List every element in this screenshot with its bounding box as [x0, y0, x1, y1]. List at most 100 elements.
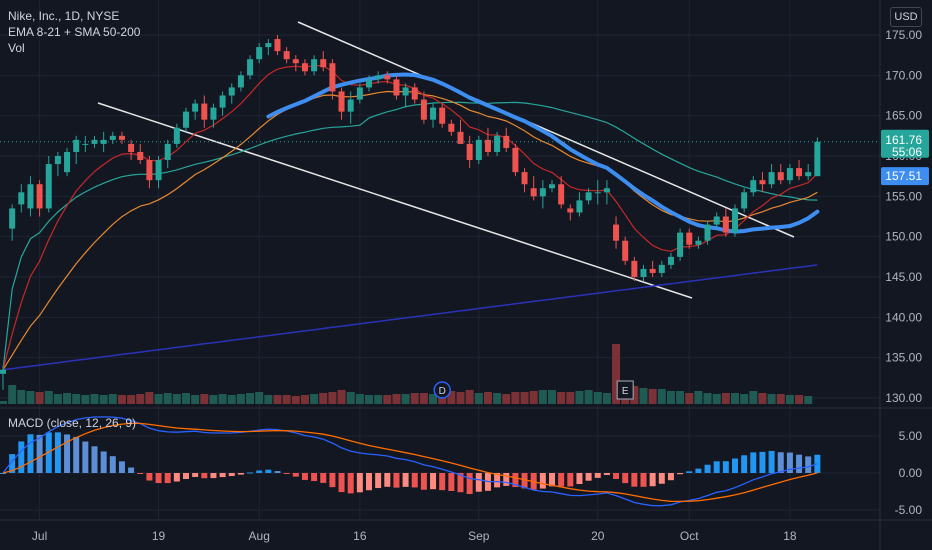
- volume-bar: [136, 394, 145, 404]
- macd-tick-label: 0.00: [899, 466, 923, 480]
- macd-histogram-bar: [658, 473, 665, 484]
- macd-histogram-bar: [210, 473, 217, 479]
- macd-histogram-bar: [466, 473, 473, 494]
- volume-bar: [246, 393, 255, 404]
- candle-body: [137, 151, 144, 161]
- macd-histogram-bar: [137, 473, 144, 474]
- macd-histogram-bar: [329, 473, 336, 488]
- volume-bar: [90, 394, 99, 404]
- symbol-title[interactable]: Nike, Inc., 1D, NYSE: [8, 9, 120, 23]
- volume-bar: [483, 392, 492, 404]
- volume-bar: [392, 394, 401, 404]
- macd-histogram-bar: [173, 473, 180, 482]
- volume-bar: [310, 394, 319, 404]
- volume-bar: [612, 344, 621, 404]
- volume-label[interactable]: Vol: [8, 41, 25, 55]
- volume-bar: [401, 394, 410, 404]
- candle-body: [640, 268, 647, 277]
- candle-body: [82, 143, 89, 145]
- macd-histogram-bar: [128, 467, 135, 473]
- earnings-marker-label: E: [622, 386, 629, 397]
- macd-histogram-bar: [512, 473, 519, 488]
- volume-bar: [374, 395, 383, 404]
- macd-histogram-bar: [741, 455, 748, 473]
- candle-body: [521, 172, 528, 185]
- macd-histogram-bar: [796, 454, 803, 473]
- macd-histogram-bar: [503, 473, 510, 486]
- candle-body: [228, 87, 235, 96]
- volume-bar: [493, 393, 502, 404]
- macd-histogram-bar: [301, 473, 308, 480]
- volume-bar: [236, 394, 245, 404]
- macd-histogram-bar: [347, 473, 354, 494]
- candle-body: [777, 172, 784, 181]
- volume-bar: [273, 395, 282, 404]
- macd-legend[interactable]: MACD (close, 12, 26, 9): [8, 416, 137, 430]
- dividend-marker-label: D: [439, 386, 446, 397]
- volume-bar: [429, 394, 438, 404]
- macd-histogram-bar: [667, 473, 674, 481]
- volume-bar: [676, 391, 685, 404]
- volume-bar: [712, 394, 721, 404]
- indicator-label[interactable]: EMA 8-21 + SMA 50-200: [8, 25, 141, 39]
- candle-body: [393, 79, 400, 96]
- ma-price-badge: [881, 167, 929, 186]
- volume-bar: [17, 390, 26, 404]
- time-tick-label: 20: [591, 529, 605, 543]
- volume-bar: [520, 392, 529, 404]
- volume-bar: [804, 396, 813, 404]
- candle-body: [0, 369, 6, 374]
- volume-bar: [355, 394, 364, 404]
- volume-bar: [548, 390, 556, 404]
- candle-body: [512, 147, 519, 173]
- volume-bars: [0, 344, 813, 404]
- macd-histogram-bar: [27, 434, 34, 473]
- volume-bar: [419, 393, 428, 404]
- volume-bar: [227, 395, 236, 404]
- candle-body: [603, 188, 610, 193]
- price-tick-label: 135.00: [885, 351, 922, 365]
- candle-body: [594, 192, 601, 194]
- macd-histogram-bar: [91, 446, 98, 473]
- candle-body: [274, 39, 281, 52]
- macd-histogram-bar: [366, 473, 372, 491]
- trendlines[interactable]: [97, 21, 795, 299]
- candle-body: [667, 256, 674, 265]
- macd-histogram-bar: [420, 473, 427, 490]
- volume-bar: [200, 394, 209, 404]
- macd-histogram-bar: [402, 473, 409, 487]
- volume-bar: [465, 390, 474, 404]
- volume-bar: [26, 391, 35, 404]
- candle-body: [466, 143, 473, 161]
- candle-body: [347, 99, 354, 112]
- candle-body: [265, 43, 272, 48]
- currency-button[interactable]: USD: [890, 7, 922, 27]
- volume-bar: [657, 389, 666, 404]
- candle-body: [457, 131, 464, 144]
- macd-histogram-bar: [594, 473, 601, 478]
- ema21-line: [2, 90, 818, 371]
- candle-body: [320, 59, 327, 68]
- volume-bar: [447, 391, 456, 404]
- volume-bar: [282, 395, 291, 404]
- macd-histogram-bar: [695, 468, 702, 473]
- candle-body: [750, 180, 757, 193]
- time-tick-label: 16: [353, 529, 367, 543]
- volume-bar: [53, 394, 62, 404]
- candle-body: [18, 192, 25, 205]
- macd-histogram-bar: [576, 473, 583, 485]
- volume-bar: [319, 393, 328, 404]
- macd-histogram-bar: [155, 473, 162, 484]
- time-tick-label: Jul: [32, 529, 47, 543]
- candle-body: [494, 135, 501, 152]
- candle-body: [338, 91, 345, 112]
- candle-body: [311, 59, 318, 72]
- macd-histogram-bar: [649, 473, 656, 487]
- candle-body: [9, 208, 16, 229]
- candle-body: [73, 139, 80, 152]
- candle-body: [759, 180, 766, 185]
- candle-body: [814, 141, 821, 177]
- macd-histogram-bar: [146, 473, 153, 481]
